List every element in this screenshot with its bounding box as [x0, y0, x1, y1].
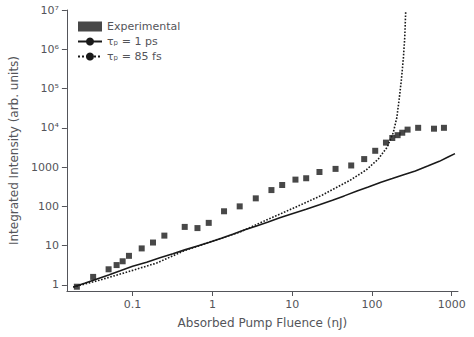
svg-text:1: 1 [209, 298, 216, 311]
svg-text:10: 10 [45, 239, 59, 252]
svg-text:100: 100 [38, 200, 59, 213]
svg-text:1000: 1000 [31, 161, 59, 174]
svg-text:τₚ = 85 fs: τₚ = 85 fs [107, 50, 162, 63]
svg-text:Experimental: Experimental [107, 20, 180, 33]
svg-text:Integrated Intensity (arb. uni: Integrated Intensity (arb. units) [7, 56, 21, 245]
svg-text:τₚ = 1 ps: τₚ = 1 ps [107, 35, 158, 48]
svg-text:10: 10 [285, 298, 299, 311]
svg-text:10⁶: 10⁶ [40, 43, 59, 56]
svg-text:1: 1 [52, 278, 59, 291]
svg-text:10⁵: 10⁵ [40, 82, 58, 95]
svg-text:Absorbed Pump Fluence (nJ): Absorbed Pump Fluence (nJ) [178, 316, 348, 330]
svg-text:10⁷: 10⁷ [40, 4, 58, 17]
svg-text:10⁴: 10⁴ [40, 121, 59, 134]
svg-text:1000: 1000 [438, 298, 466, 311]
svg-text:100: 100 [361, 298, 382, 311]
svg-text:0.1: 0.1 [124, 298, 142, 311]
